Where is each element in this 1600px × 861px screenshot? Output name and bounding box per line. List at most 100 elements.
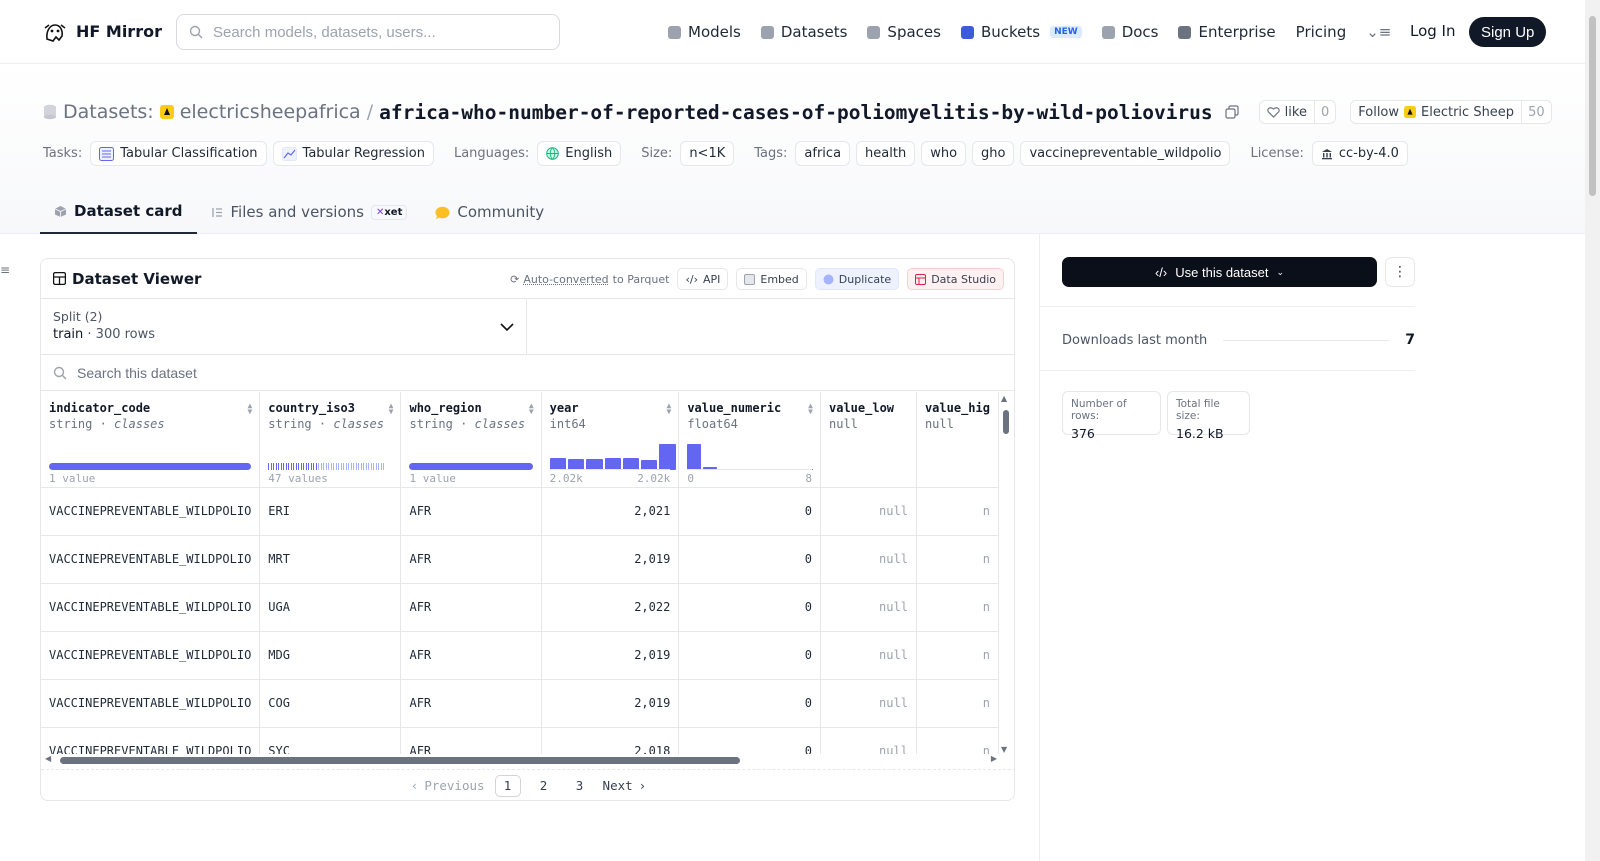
language-tag-english[interactable]: English [537, 141, 622, 166]
sort-icon[interactable]: ▲ ▼ [528, 401, 534, 416]
category-bar[interactable] [363, 463, 365, 470]
category-bar[interactable] [340, 463, 342, 470]
tag-vaccinepreventable-wildpolio[interactable]: vaccinepreventable_wildpolio [1020, 141, 1231, 166]
category-bar[interactable] [380, 463, 382, 470]
histogram-bar[interactable] [604, 457, 621, 470]
sidebar-toggle-icon[interactable]: ≡ [0, 263, 11, 277]
histogram-bar[interactable] [549, 458, 566, 470]
category-bar[interactable] [360, 463, 362, 470]
category-bar[interactable] [305, 463, 307, 470]
brand-logo[interactable]: HF Mirror [42, 19, 162, 45]
data-studio-button[interactable]: Data Studio [907, 268, 1004, 290]
category-bar[interactable] [365, 463, 367, 470]
category-bar[interactable] [325, 463, 327, 470]
category-bar[interactable] [298, 463, 300, 470]
histogram-bar[interactable] [659, 444, 676, 470]
more-menu-icon[interactable]: ⌄≡ [1366, 23, 1392, 41]
horizontal-scroll-thumb[interactable] [60, 757, 740, 764]
table-cell[interactable]: UGA [259, 583, 402, 632]
nav-link-spaces[interactable]: Spaces [867, 23, 941, 41]
table-cell[interactable]: n [916, 631, 999, 680]
table-cell[interactable]: n [916, 679, 999, 728]
more-options-button[interactable]: ⋮ [1385, 257, 1415, 287]
category-bar[interactable] [335, 463, 337, 470]
api-button[interactable]: ‹/› API [677, 268, 729, 290]
scroll-up-icon[interactable]: ▲ [1001, 394, 1008, 403]
category-bar[interactable] [310, 463, 312, 470]
dataset-search[interactable] [41, 355, 1014, 391]
table-cell[interactable]: AFR [400, 631, 542, 680]
table-row[interactable]: VACCINEPREVENTABLE_WILDPOLIO ERI AFR 2,021 0… [41, 487, 999, 536]
category-bar[interactable] [278, 463, 280, 470]
table-cell[interactable]: AFR [400, 487, 542, 536]
nav-link-docs[interactable]: Docs [1101, 23, 1158, 41]
category-bar[interactable] [409, 463, 533, 470]
table-cell[interactable]: null [820, 631, 917, 680]
histogram-bar[interactable] [586, 459, 603, 470]
category-bar[interactable] [308, 463, 310, 470]
histogram-bar[interactable] [641, 459, 658, 470]
table-cell[interactable]: 2,019 [541, 535, 680, 584]
tab-dataset-card[interactable]: Dataset card [40, 190, 197, 234]
category-bar[interactable] [288, 463, 290, 470]
table-row[interactable]: VACCINEPREVENTABLE_WILDPOLIO SYC AFR 2,018 0… [41, 727, 999, 754]
task-tag-tabular-regression[interactable]: Tabular Regression [272, 141, 434, 166]
vertical-scrollbar[interactable]: ▲ ▼ [1000, 394, 1012, 754]
category-bar[interactable] [290, 463, 292, 470]
category-bar[interactable] [338, 463, 340, 470]
table-cell[interactable]: VACCINEPREVENTABLE_WILDPOLIO [41, 487, 261, 536]
category-bar[interactable] [378, 463, 380, 470]
license-tag[interactable]: cc-by-4.0 [1311, 141, 1408, 166]
nav-link-enterprise[interactable]: Enterprise [1178, 23, 1276, 41]
nav-link-buckets[interactable]: Buckets NEW [960, 23, 1082, 41]
signup-button[interactable]: Sign Up [1469, 17, 1547, 47]
category-bar[interactable] [358, 463, 360, 470]
column-histogram[interactable] [925, 432, 990, 470]
scroll-left-icon[interactable]: ◀ [45, 754, 52, 763]
column-histogram[interactable] [268, 432, 392, 470]
table-cell[interactable]: AFR [400, 679, 542, 728]
category-bar[interactable] [275, 463, 277, 470]
tag-who[interactable]: who [921, 141, 967, 166]
table-cell[interactable]: 2,019 [541, 631, 680, 680]
global-search[interactable] [176, 14, 560, 50]
column-header-indicator-code[interactable]: indicator_code string · classes ▲ ▼ 1 value [41, 392, 261, 488]
category-bar[interactable] [355, 463, 357, 470]
vertical-scroll-thumb[interactable] [1003, 410, 1009, 434]
table-row[interactable]: VACCINEPREVENTABLE_WILDPOLIO MRT AFR 2,019 0… [41, 535, 999, 584]
column-header-value-numeric[interactable]: value_numeric float64 ▲ ▼ 0 8 [678, 392, 821, 488]
embed-button[interactable]: Embed [736, 268, 807, 290]
copy-icon[interactable] [1225, 105, 1239, 119]
table-cell[interactable]: ERI [259, 487, 402, 536]
table-cell[interactable]: VACCINEPREVENTABLE_WILDPOLIO [41, 727, 261, 754]
category-bar[interactable] [353, 463, 355, 470]
table-cell[interactable]: n [916, 727, 999, 754]
nav-link-datasets[interactable]: Datasets [760, 23, 847, 41]
dataset-name[interactable]: africa-who-number-of-reported-cases-of-p… [379, 100, 1213, 124]
category-bar[interactable] [348, 463, 350, 470]
dataset-search-input[interactable] [77, 364, 477, 381]
table-cell[interactable]: COG [259, 679, 402, 728]
column-header-value-hig[interactable]: value_hig null [916, 392, 999, 488]
histogram-bar[interactable] [567, 459, 585, 470]
table-cell[interactable]: VACCINEPREVENTABLE_WILDPOLIO [41, 535, 261, 584]
category-bar[interactable] [370, 463, 372, 470]
category-bar[interactable] [330, 463, 332, 470]
category-bar[interactable] [280, 463, 282, 470]
table-cell[interactable]: MRT [259, 535, 402, 584]
category-bar[interactable] [343, 463, 345, 470]
nav-link-models[interactable]: Models [668, 23, 741, 41]
category-bar[interactable] [295, 463, 297, 470]
table-cell[interactable]: 2,019 [541, 679, 680, 728]
category-bar[interactable] [270, 463, 272, 470]
table-cell[interactable]: 0 [678, 487, 821, 536]
size-tag[interactable]: n<1K [680, 141, 735, 166]
split-select[interactable]: Split (2) train · 300 rows [41, 299, 527, 354]
column-header-value-low[interactable]: value_low null [820, 392, 917, 488]
tag-health[interactable]: health [856, 141, 916, 166]
table-cell[interactable]: VACCINEPREVENTABLE_WILDPOLIO [41, 631, 261, 680]
category-bar[interactable] [285, 463, 287, 470]
scroll-right-icon[interactable]: ▶ [990, 754, 997, 763]
page-3-button[interactable]: 3 [575, 778, 584, 793]
use-this-dataset-button[interactable]: ‹/› Use this dataset ⌄ [1062, 257, 1377, 287]
